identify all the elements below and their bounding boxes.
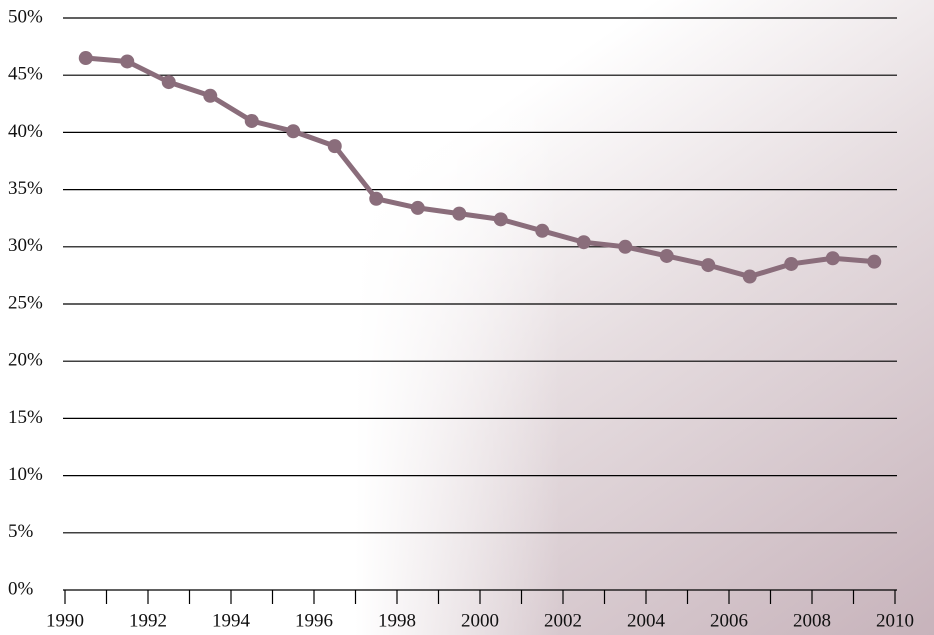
point <box>203 89 217 103</box>
point <box>369 192 383 206</box>
page: {"chart_data": {"type": "line", "x": [19… <box>0 0 934 635</box>
y-tick-label: 25% <box>8 292 43 313</box>
y-tick-label: 50% <box>8 6 43 27</box>
point <box>245 114 259 128</box>
x-tick-label: 2004 <box>627 610 666 631</box>
point <box>535 224 549 238</box>
chart: 0% 5% 10% 15% 20% 25% 30% 35% 40% 45% 50% 1990 1992 1… <box>0 0 934 635</box>
y-tick-label: 0% <box>8 578 34 599</box>
point <box>494 212 508 226</box>
y-tick-label: 10% <box>8 464 43 485</box>
x-tick-label: 1998 <box>378 610 416 631</box>
x-tick-label: 1992 <box>129 610 167 631</box>
x-tick-label: 2000 <box>461 610 499 631</box>
y-tick-label: 30% <box>8 235 43 256</box>
x-tick-label: 1994 <box>212 610 251 631</box>
y-tick-label: 40% <box>8 121 43 142</box>
y-tick-label: 20% <box>8 350 43 371</box>
point <box>286 124 300 138</box>
point <box>577 235 591 249</box>
x-tick-label: 2010 <box>876 610 914 631</box>
point <box>328 139 342 153</box>
point <box>452 207 466 221</box>
point <box>660 249 674 263</box>
x-tick-label: 1990 <box>46 610 84 631</box>
x-tick-label: 1996 <box>295 610 333 631</box>
y-tick-label: 5% <box>8 521 34 542</box>
point <box>701 258 715 272</box>
point <box>162 75 176 89</box>
y-tick-label: 35% <box>8 178 43 199</box>
point <box>867 255 881 269</box>
point <box>618 240 632 254</box>
point <box>120 54 134 68</box>
point <box>411 201 425 215</box>
point <box>743 270 757 284</box>
point <box>79 51 93 65</box>
x-tick-label: 2008 <box>793 610 831 631</box>
point <box>826 251 840 265</box>
y-tick-label: 45% <box>8 64 43 85</box>
y-tick-label: 15% <box>8 407 43 428</box>
background-fade <box>0 0 934 635</box>
x-tick-label: 2006 <box>710 610 748 631</box>
point <box>784 257 798 271</box>
x-tick-label: 2002 <box>544 610 582 631</box>
